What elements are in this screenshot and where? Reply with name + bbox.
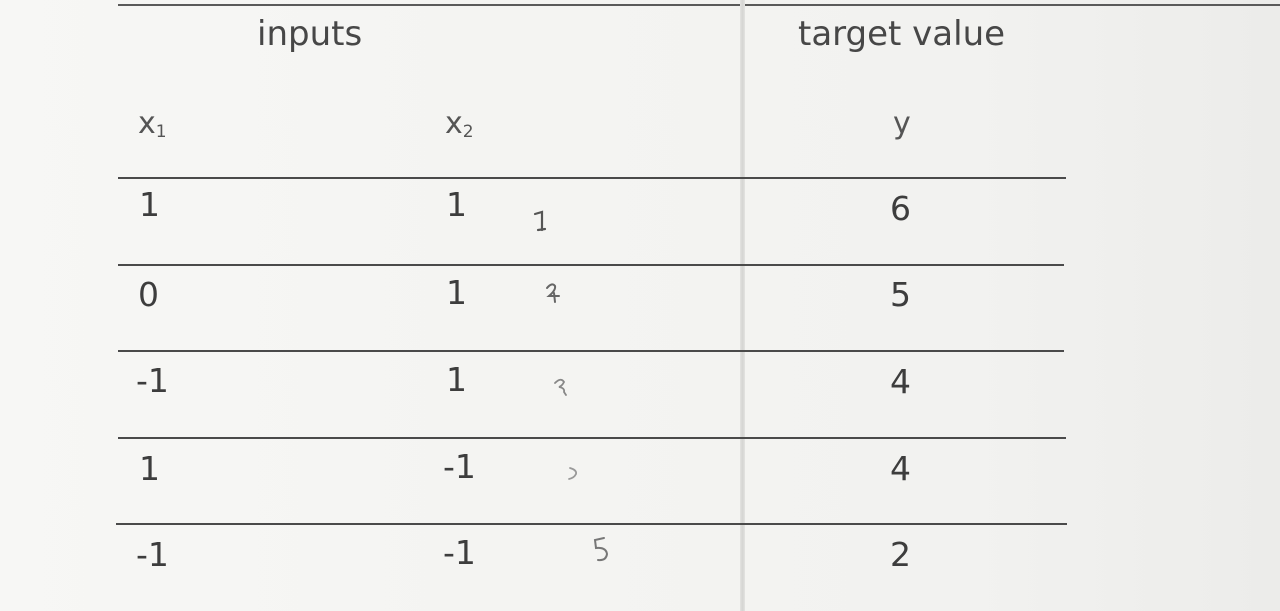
row-rule	[118, 264, 1064, 266]
x1-header-symbol: x	[138, 106, 156, 141]
table-cell-y: 6	[890, 189, 911, 228]
table-cell-x2: 1	[446, 273, 467, 312]
x2-header: x2	[445, 104, 474, 152]
table-cell-x1: -1	[136, 361, 169, 400]
handwritten-mark	[527, 200, 557, 240]
table-cell-y: 4	[890, 449, 911, 488]
x1-header-subscript: 1	[155, 122, 167, 142]
target-value-header: target value	[798, 14, 1006, 54]
table-cell-x2: -1	[443, 533, 476, 572]
y-header: y	[893, 106, 911, 141]
handwritten-mark	[562, 452, 592, 492]
column-divider	[740, 0, 745, 611]
handwritten-mark	[548, 365, 578, 405]
table-top-rule	[118, 4, 1280, 6]
table-cell-x2: 1	[446, 360, 467, 399]
table-cell-x1: 1	[139, 185, 160, 224]
x1-header: x1	[138, 104, 167, 152]
x2-header-subscript: 2	[462, 122, 474, 142]
row-rule	[118, 177, 1066, 179]
table-cell-x1: 1	[139, 449, 160, 488]
handwritten-mark	[586, 530, 616, 570]
x2-header-symbol: x	[445, 106, 463, 141]
table-cell-x2: -1	[443, 447, 476, 486]
table-cell-x1: -1	[136, 535, 169, 574]
handwritten-mark	[540, 272, 570, 312]
table-cell-x2: 1	[446, 185, 467, 224]
table-cell-y: 2	[890, 535, 911, 574]
table-cell-y: 5	[890, 275, 911, 314]
row-rule	[118, 437, 1066, 439]
row-rule	[116, 523, 1067, 525]
table-cell-y: 4	[890, 362, 911, 401]
table-cell-x1: 0	[138, 275, 159, 314]
inputs-header: inputs	[257, 14, 363, 54]
row-rule	[118, 350, 1064, 352]
